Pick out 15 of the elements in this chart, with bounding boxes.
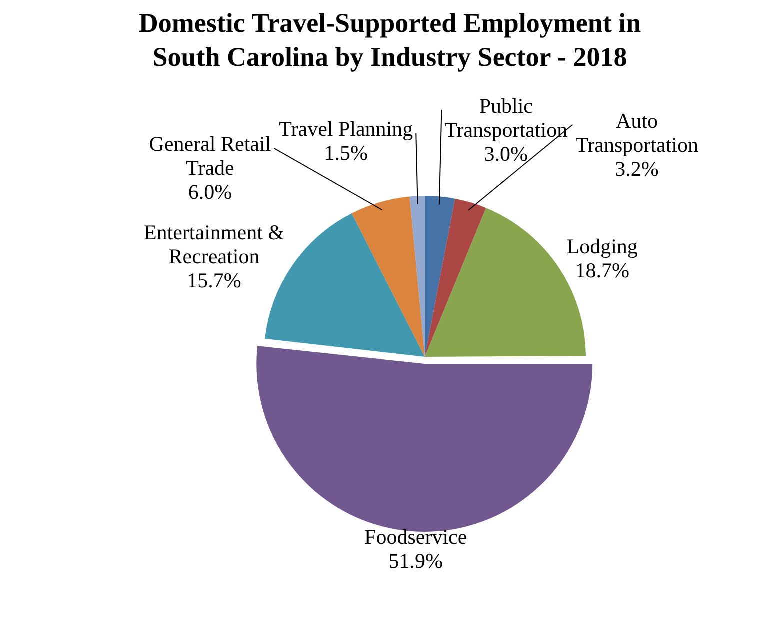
slice-label: Auto Transportation [576, 108, 699, 157]
data-label: 1.5% [324, 141, 368, 166]
data-label: 51.9% [388, 548, 443, 573]
data-label: 6.0% [188, 180, 232, 204]
slice-label: Public Transportation [444, 94, 568, 142]
slice-label: Travel Planning [279, 117, 414, 142]
slice-label: Entertainment & Recreation [144, 220, 284, 269]
slice-label: General Retail Trade [149, 132, 272, 180]
slice-label: Foodservice [364, 524, 468, 549]
data-label: 3.0% [484, 142, 528, 166]
data-label: 18.7% [575, 258, 630, 282]
data-label: 3.2% [615, 156, 659, 181]
data-label: 15.7% [187, 268, 242, 293]
chart-title: Domestic Travel-Supported Employment in South Carolina by Industry Sector - 2018 [138, 7, 642, 74]
slice-label: Lodging [566, 234, 638, 258]
